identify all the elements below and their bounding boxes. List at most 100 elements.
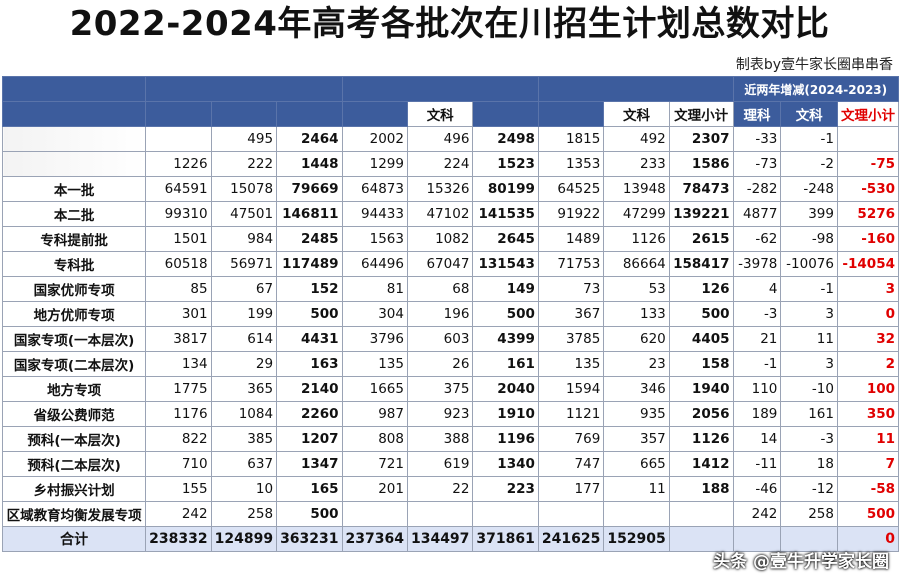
value-cell: -160: [836, 226, 899, 252]
value-cell: 68: [406, 276, 474, 302]
value-cell: 131543: [472, 251, 539, 277]
value-cell: 79669: [276, 176, 343, 202]
value-cell: 0: [836, 301, 899, 327]
value-cell: 301: [145, 301, 212, 327]
table-row: 省级公费师范 1176 1084 2260 987 923 1910 1121 935 2056 1…: [1, 401, 899, 427]
batch-name: 本一批: [1, 176, 147, 202]
value-cell: 1563: [341, 226, 408, 252]
value-cell: 237364: [341, 526, 408, 552]
value-cell: 189: [732, 401, 782, 427]
value-cell: 100: [836, 376, 899, 402]
value-cell: 987: [341, 401, 408, 427]
value-cell: 1082: [406, 226, 474, 252]
value-cell: 1489: [537, 226, 605, 252]
table-row: 专科批 60518 56971 117489 64496 67047 131543 71753…: [1, 251, 899, 277]
value-cell: 60518: [145, 251, 212, 277]
value-cell: 233: [603, 151, 670, 177]
header-cell: [145, 101, 212, 127]
value-cell: -46: [732, 476, 782, 502]
value-cell: 199: [210, 301, 278, 327]
value-cell: 14: [732, 426, 782, 452]
header-cell: [537, 101, 605, 127]
value-cell: 177: [537, 476, 605, 502]
table-row: 地方优师专项 301 199 500 304 196 500 367 133 500 -3 3 0: [1, 301, 899, 327]
batch-name: 省级公费师范: [1, 401, 147, 427]
table-row: 495 2464 2002 496 2498 1815 492 2307 -33 -1: [1, 126, 899, 152]
header-cell: [1, 101, 147, 127]
table-row: 国家专项(一本层次) 3817 614 4431 3796 603 4399 3785 620 4…: [1, 326, 899, 352]
value-cell: 637: [210, 451, 278, 477]
batch-name: 地方优师专项: [1, 301, 147, 327]
header-row-1: 近两年增减(2024-2023): [1, 76, 899, 102]
value-cell: 258: [210, 501, 278, 527]
value-cell: 1347: [276, 451, 343, 477]
header-cell: [276, 101, 343, 127]
value-cell: 134497: [406, 526, 474, 552]
value-cell: 1910: [472, 401, 539, 427]
table-row: 乡村振兴计划 155 10 165 201 22 223 177 11 188 -46 -12 -58: [1, 476, 899, 502]
value-cell: 241625: [537, 526, 605, 552]
value-cell: -10: [780, 376, 838, 402]
batch-name: 区域教育均衡发展专项: [1, 501, 147, 527]
value-cell: 1775: [145, 376, 212, 402]
value-cell: 26: [406, 351, 474, 377]
value-cell: 56971: [210, 251, 278, 277]
value-cell: 13948: [603, 176, 670, 202]
value-cell: 1196: [472, 426, 539, 452]
header-cell: 文科: [603, 101, 670, 127]
value-cell: 139221: [668, 201, 734, 227]
batch-name: 专科批: [1, 251, 147, 277]
value-cell: 1121: [537, 401, 605, 427]
batch-name: 国家专项(一本层次): [1, 326, 147, 352]
value-cell: -530: [836, 176, 899, 202]
value-cell: 23: [603, 351, 670, 377]
value-cell: 620: [603, 326, 670, 352]
value-cell: 86664: [603, 251, 670, 277]
value-cell: [732, 526, 782, 552]
value-cell: 64525: [537, 176, 605, 202]
value-cell: 1084: [210, 401, 278, 427]
table-row: 专科提前批 1501 984 2485 1563 1082 2645 1489 1126 2615…: [1, 226, 899, 252]
value-cell: 2002: [341, 126, 408, 152]
value-cell: -3: [780, 426, 838, 452]
value-cell: 1594: [537, 376, 605, 402]
header-row-2: 文科 文科 文理小计 理科 文科 文理小计: [1, 101, 899, 127]
value-cell: -248: [780, 176, 838, 202]
value-cell: 158: [668, 351, 734, 377]
value-cell: 603: [406, 326, 474, 352]
value-cell: 134: [145, 351, 212, 377]
header-cell: 文理小计: [836, 101, 899, 127]
value-cell: 161: [472, 351, 539, 377]
value-cell: 3785: [537, 326, 605, 352]
value-cell: 238332: [145, 526, 212, 552]
value-cell: -14054: [836, 251, 899, 277]
value-cell: -3978: [732, 251, 782, 277]
value-cell: 67: [210, 276, 278, 302]
batch-name: 专科提前批: [1, 226, 147, 252]
value-cell: 3: [780, 351, 838, 377]
value-cell: 1126: [668, 426, 734, 452]
value-cell: 71753: [537, 251, 605, 277]
header-cell: 文科: [406, 101, 474, 127]
value-cell: 1665: [341, 376, 408, 402]
value-cell: 2: [836, 351, 899, 377]
value-cell: 188: [668, 476, 734, 502]
header-cell: [537, 76, 734, 102]
value-cell: 4405: [668, 326, 734, 352]
value-cell: 3: [780, 301, 838, 327]
value-cell: 47102: [406, 201, 474, 227]
value-cell: 1448: [276, 151, 343, 177]
value-cell: [406, 501, 474, 527]
value-cell: -1: [780, 126, 838, 152]
header-cell: [472, 101, 539, 127]
value-cell: 158417: [668, 251, 734, 277]
value-cell: -12: [780, 476, 838, 502]
value-cell: -11: [732, 451, 782, 477]
value-cell: 357: [603, 426, 670, 452]
value-cell: 1353: [537, 151, 605, 177]
value-cell: 1501: [145, 226, 212, 252]
value-cell: 1299: [341, 151, 408, 177]
value-cell: 222: [210, 151, 278, 177]
value-cell: [780, 526, 838, 552]
value-cell: 152: [276, 276, 343, 302]
